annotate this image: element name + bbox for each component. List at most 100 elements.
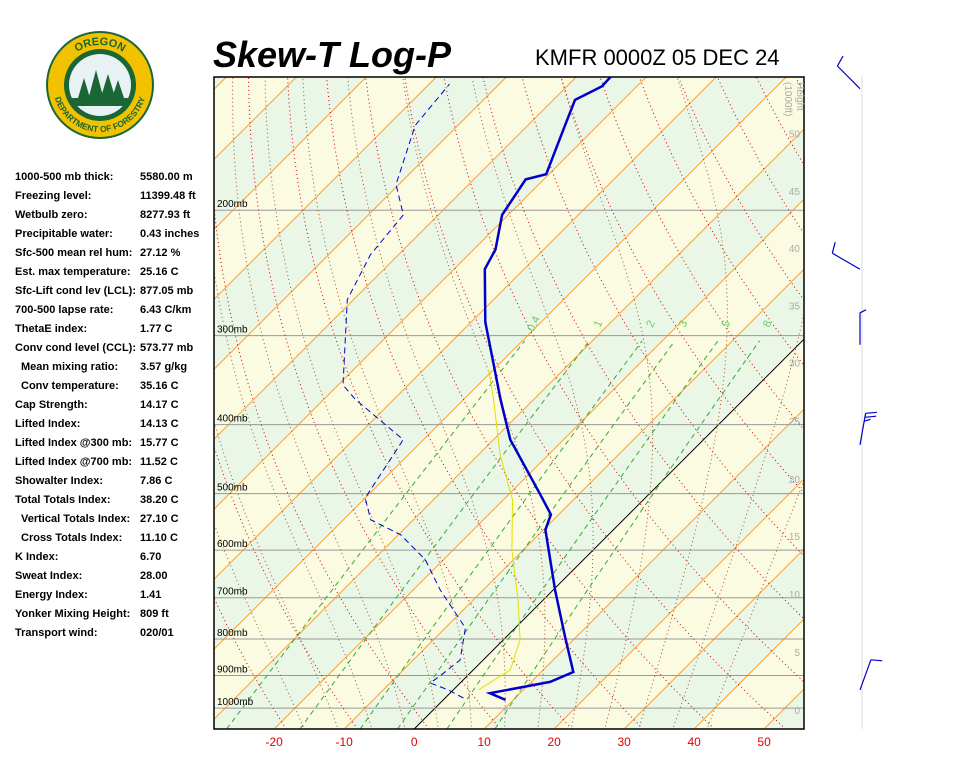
index-value: 809 ft (140, 608, 169, 620)
dry-adiabat (913, 77, 960, 729)
index-label: Mean mixing ratio: (21, 361, 118, 373)
height-tick-label: 50 (789, 129, 801, 140)
index-value: 11399.48 ft (140, 190, 196, 202)
index-label: Showalter Index: (15, 475, 103, 487)
plot-area: 0.4 1 2 3 5 8 (0, 77, 960, 729)
mixing-ratio-label: 8 (761, 319, 774, 330)
moist-adiabat (214, 420, 339, 729)
index-value: 11.52 C (140, 456, 178, 468)
indices: 1000-500 mb thick: 5580.00 m Freezing leve… (15, 171, 199, 639)
index-value: 14.17 C (140, 399, 179, 411)
index-label: Total Totals Index: (15, 494, 111, 506)
dry-adiabat (835, 77, 960, 729)
x-tick-label: 30 (617, 735, 631, 749)
isotherm-band (214, 77, 804, 720)
index-value: 573.77 mb (140, 342, 193, 354)
chart-subtitle: KMFR 0000Z 05 DEC 24 (535, 45, 780, 70)
index-value: 1.77 C (140, 323, 172, 335)
profile-line (342, 83, 466, 699)
index-value: 0.43 inches (140, 228, 199, 240)
index-label: Est. max temperature: (15, 266, 131, 278)
mixing-ratio-label: 0.4 (525, 314, 542, 333)
isotherm (214, 128, 804, 720)
x-tick-label: 40 (687, 735, 701, 749)
moist-adiabat (471, 77, 594, 729)
x-tick-label: -10 (336, 735, 354, 749)
index-value: 35.16 C (140, 380, 179, 392)
index-value: 28.00 (140, 570, 168, 582)
index-label: Sweat Index: (15, 570, 82, 582)
height-axis-label: (1000ft) (782, 82, 793, 116)
index-label: Precipitable water: (15, 228, 113, 240)
index-value: 14.13 C (140, 418, 179, 430)
profile-line (478, 369, 521, 691)
height-tick-label: 35 (789, 301, 801, 312)
y-tick-label: 800mb (217, 628, 248, 639)
index-label: 1000-500 mb thick: (15, 171, 113, 183)
wind-barb (859, 659, 883, 691)
isotherm (214, 77, 647, 510)
dry-adiabat (874, 77, 960, 729)
isotherm (693, 618, 804, 729)
mixing-ratio-label: 5 (720, 319, 733, 330)
isotherm (553, 478, 804, 729)
mixing-ratio-line (359, 340, 643, 729)
isotherm (343, 268, 804, 729)
axes: 200mb 300mb 400mb 500mb 600mb 700mb 800mb 900mb… (217, 82, 805, 749)
height-tick-label: 40 (789, 244, 801, 255)
dry-adiabat (952, 77, 960, 729)
isotherm (214, 77, 787, 650)
moist-adiabat (214, 522, 305, 729)
index-value: 25.16 C (140, 266, 179, 278)
dry-adiabat (795, 77, 804, 95)
logo-top-text: OREGON (73, 36, 128, 55)
isotherm (413, 338, 804, 729)
height-tick-label: 45 (789, 187, 801, 198)
isotherm-band (834, 77, 960, 729)
index-label: ThetaE index: (15, 323, 87, 335)
moist-adiabat (264, 77, 439, 729)
isotherm-band (0, 77, 16, 729)
mixing-ratio-line (299, 340, 590, 729)
mixing-ratio-line (397, 340, 676, 729)
index-label: Sfc-500 mean rel hum: (15, 247, 132, 259)
height-axis-label: Height (794, 82, 805, 111)
plot-frame (213, 76, 805, 730)
index-label: Conv temperature: (21, 380, 119, 392)
logo: OREGON DEPARTMENT OF FORESTRY (46, 31, 154, 139)
index-value: 38.20 C (140, 494, 179, 506)
index-value: 6.43 C/km (140, 304, 192, 316)
index-label: Freezing level: (15, 190, 91, 202)
height-tick-label: 0 (794, 706, 800, 717)
index-label: Cross Totals Index: (21, 532, 122, 544)
height-tick-label: 25 (789, 417, 801, 428)
chart-title: Skew-T Log-P (213, 34, 452, 75)
index-value: 877.05 mb (140, 285, 193, 297)
index-value: 11.10 C (140, 532, 178, 544)
index-label: 700-500 lapse rate: (15, 304, 113, 316)
mixing-ratio-label: 1 (592, 319, 605, 330)
y-tick-label: 600mb (217, 539, 248, 550)
moist-adiabat (402, 77, 546, 729)
index-label: Lifted Index: (15, 418, 80, 430)
isotherm (834, 77, 960, 729)
y-tick-label: 700mb (217, 587, 248, 598)
index-value: 15.77 C (140, 437, 179, 449)
height-tick-label: 20 (789, 475, 801, 486)
mixing-ratio-label: 2 (644, 319, 657, 330)
index-label: Lifted Index @700 mb: (15, 456, 132, 468)
isotherm (214, 77, 717, 580)
index-value: 7.86 C (140, 475, 172, 487)
mixing-ratio-label: 3 (677, 319, 690, 330)
isotherm (214, 77, 507, 371)
profile-line (483, 77, 612, 702)
index-label: Cap Strength: (15, 399, 88, 411)
y-tick-label: 300mb (217, 325, 248, 336)
mixing-ratio-line (226, 340, 526, 729)
x-tick-label: 10 (477, 735, 491, 749)
index-value: 3.57 g/kg (140, 361, 187, 373)
index-label: Yonker Mixing Height: (15, 608, 130, 620)
index-value: 5580.00 m (140, 171, 193, 183)
wind-barb (859, 309, 867, 345)
logo-top: OREGON (73, 36, 128, 55)
